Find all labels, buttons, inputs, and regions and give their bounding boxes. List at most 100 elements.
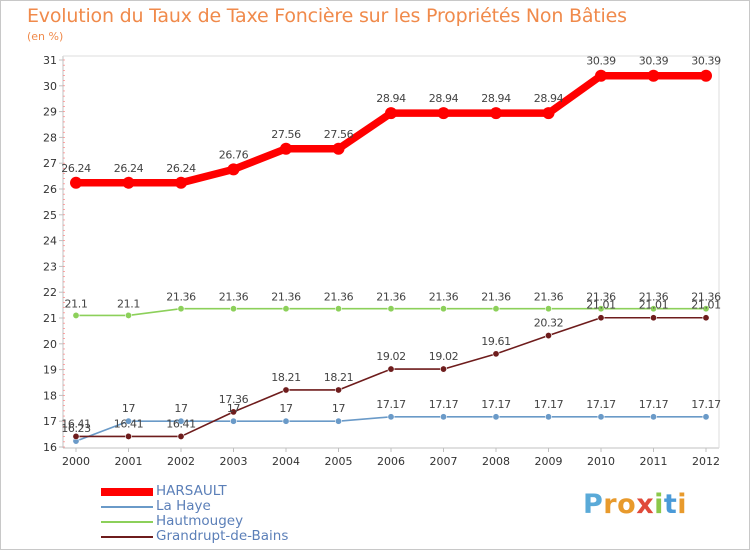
data-label: 18.21 [324, 371, 354, 384]
logo-letter: i [677, 489, 688, 520]
legend-label: HARSAULT [156, 483, 227, 499]
y-tick-label: 31 [43, 54, 57, 67]
x-tick-label: 2003 [220, 455, 248, 468]
data-point [439, 413, 447, 421]
data-point [122, 176, 135, 189]
data-label: 17.17 [481, 398, 511, 411]
data-label: 19.61 [481, 335, 511, 348]
data-label: 16.41 [114, 417, 144, 430]
data-label: 28.94 [534, 92, 564, 105]
x-tick-label: 2000 [62, 455, 90, 468]
data-label: 17.36 [219, 393, 249, 406]
data-point [597, 305, 605, 313]
y-tick-label: 26 [43, 183, 57, 196]
data-point [649, 413, 657, 421]
data-point [177, 417, 185, 425]
data-label: 19.02 [429, 350, 459, 363]
x-tick-label: 2007 [430, 455, 458, 468]
x-tick-label: 2009 [535, 455, 563, 468]
x-tick-label: 2004 [272, 455, 300, 468]
legend-label: La Haye [156, 498, 211, 514]
legend-swatch [101, 506, 153, 508]
data-label: 16.23 [61, 422, 91, 435]
data-label: 26.76 [219, 148, 249, 161]
data-point [125, 311, 133, 319]
data-label: 21.36 [166, 291, 196, 304]
data-point [437, 107, 450, 120]
data-point [597, 314, 605, 322]
data-point [649, 314, 657, 322]
data-point [175, 176, 187, 189]
data-point [492, 413, 500, 421]
data-point [282, 417, 290, 425]
data-label: 28.94 [376, 92, 406, 105]
data-point [227, 163, 240, 176]
x-tick-label: 2011 [640, 455, 668, 468]
data-point [334, 305, 342, 313]
data-point [334, 417, 342, 425]
data-label: 28.94 [429, 92, 459, 105]
data-label: 21.36 [534, 291, 564, 304]
data-label: 18.21 [271, 371, 301, 384]
legend-label: Grandrupt-de-Bains [156, 528, 289, 544]
data-point [544, 332, 552, 340]
data-label: 17.17 [429, 398, 459, 411]
data-point [595, 69, 607, 82]
data-label: 21.36 [219, 291, 249, 304]
data-label: 16.41 [61, 417, 91, 430]
x-tick-label: 2006 [377, 455, 405, 468]
data-point [702, 305, 710, 313]
data-point [177, 432, 185, 440]
data-point [125, 417, 133, 425]
data-point [544, 413, 552, 421]
y-tick-label: 24 [43, 235, 57, 248]
data-point [597, 413, 605, 421]
y-tick-label: 21 [43, 312, 57, 325]
y-tick-label: 28 [43, 131, 57, 144]
y-tick-label: 16 [43, 441, 57, 454]
data-label: 21.01 [691, 299, 721, 312]
proxiti-logo: Proxiti [583, 489, 687, 520]
data-point [700, 69, 712, 82]
data-point [492, 305, 500, 313]
legend-swatch [101, 521, 153, 523]
x-tick-label: 2002 [167, 455, 195, 468]
legend-label: Hautmougey [156, 513, 244, 529]
data-label: 21.36 [324, 291, 354, 304]
y-tick-label: 25 [43, 209, 57, 222]
data-label: 21.36 [639, 291, 669, 304]
data-label: 21.36 [691, 291, 721, 304]
data-point [72, 432, 80, 440]
x-tick-label: 2010 [587, 455, 615, 468]
y-tick-label: 27 [43, 157, 57, 170]
data-label: 26.24 [114, 162, 144, 175]
y-tick-label: 18 [43, 389, 57, 402]
data-label: 21.1 [117, 297, 140, 310]
data-label: 21.1 [65, 297, 88, 310]
data-point [72, 311, 80, 319]
data-label: 30.39 [586, 55, 616, 68]
data-label: 21.36 [586, 291, 616, 304]
y-tick-label: 19 [43, 364, 57, 377]
data-point [439, 305, 447, 313]
data-label: 16.41 [166, 417, 196, 430]
data-point [282, 305, 290, 313]
data-label: 17 [227, 402, 241, 415]
logo-letter: P [583, 489, 604, 520]
data-label: 26.24 [61, 162, 91, 175]
y-tick-label: 23 [43, 260, 57, 273]
data-label: 21.36 [481, 291, 511, 304]
data-label: 17.17 [586, 398, 616, 411]
data-point [125, 432, 133, 440]
legend-swatch [101, 536, 153, 538]
data-point [230, 417, 238, 425]
x-tick-label: 2001 [115, 455, 143, 468]
y-tick-label: 22 [43, 286, 57, 299]
data-label: 17.17 [376, 398, 406, 411]
logo-letter: t [663, 489, 678, 520]
x-tick-label: 2005 [325, 455, 353, 468]
data-point [702, 314, 710, 322]
data-point [385, 107, 397, 120]
legend-swatch [101, 488, 153, 496]
